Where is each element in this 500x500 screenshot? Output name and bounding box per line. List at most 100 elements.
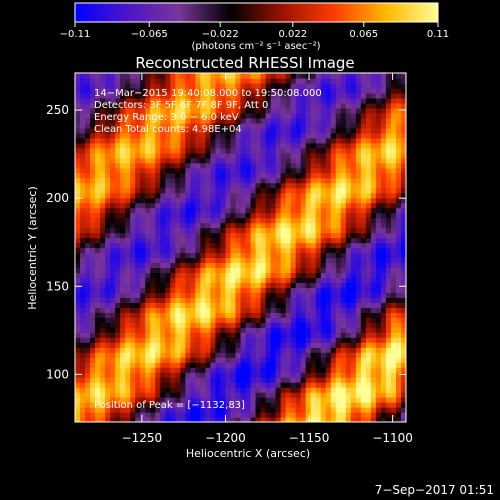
heatmap-cell bbox=[95, 342, 101, 348]
heatmap-cell bbox=[280, 362, 287, 368]
heatmap-cell bbox=[95, 347, 101, 353]
heatmap-cell bbox=[335, 407, 342, 413]
heatmap-cell bbox=[240, 397, 247, 403]
heatmap-cell bbox=[210, 322, 217, 328]
heatmap-cell bbox=[140, 387, 146, 393]
heatmap-cell bbox=[165, 367, 171, 373]
heatmap-cell bbox=[150, 192, 156, 199]
heatmap-cell bbox=[400, 312, 406, 318]
heatmap-cell bbox=[200, 232, 206, 239]
heatmap-cell bbox=[155, 102, 161, 109]
heatmap-cell bbox=[210, 247, 217, 254]
heatmap-cell bbox=[185, 202, 191, 209]
heatmap-cell bbox=[75, 257, 81, 264]
heatmap-cell bbox=[350, 272, 357, 279]
heatmap-cell bbox=[305, 217, 312, 224]
heatmap-cell bbox=[100, 242, 106, 249]
heatmap-cell bbox=[360, 197, 367, 204]
heatmap-cell bbox=[390, 132, 397, 139]
heatmap-cell bbox=[210, 137, 217, 144]
heatmap-cell bbox=[310, 112, 317, 119]
heatmap-cell bbox=[190, 322, 196, 328]
heatmap-cell bbox=[305, 397, 312, 403]
heatmap-cell bbox=[280, 242, 287, 249]
heatmap-cell bbox=[210, 302, 217, 308]
heatmap-cell bbox=[305, 127, 312, 134]
heatmap-cell bbox=[315, 262, 322, 269]
heatmap-cell bbox=[160, 347, 166, 353]
heatmap-cell bbox=[140, 237, 146, 244]
heatmap-cell bbox=[295, 407, 302, 413]
heatmap-cell bbox=[285, 82, 292, 89]
heatmap-cell bbox=[85, 87, 91, 94]
heatmap-cell bbox=[365, 212, 372, 219]
heatmap-cell bbox=[110, 382, 116, 388]
heatmap-cell bbox=[100, 112, 106, 119]
heatmap-cell bbox=[265, 232, 272, 239]
heatmap-cell bbox=[90, 242, 96, 249]
heatmap-cell bbox=[250, 352, 257, 358]
heatmap-cell bbox=[380, 282, 387, 288]
heatmap-cell bbox=[250, 117, 257, 124]
heatmap-cell bbox=[125, 312, 131, 318]
heatmap-cell bbox=[400, 417, 406, 422]
heatmap-cell bbox=[325, 367, 332, 373]
heatmap-cell bbox=[90, 217, 96, 224]
heatmap-cell bbox=[235, 202, 242, 209]
heatmap-cell bbox=[120, 167, 126, 174]
heatmap-cell bbox=[385, 102, 392, 109]
heatmap-cell bbox=[255, 152, 262, 159]
heatmap-cell bbox=[165, 82, 171, 89]
heatmap-cell bbox=[165, 382, 171, 388]
heatmap-cell bbox=[365, 87, 372, 94]
heatmap-cell bbox=[110, 252, 116, 259]
heatmap-cell bbox=[400, 182, 406, 189]
heatmap-cell bbox=[240, 272, 247, 279]
heatmap-cell bbox=[350, 317, 357, 323]
heatmap-cell bbox=[395, 147, 402, 154]
heatmap-cell bbox=[250, 87, 257, 94]
heatmap-cell bbox=[220, 312, 227, 318]
heatmap-cell bbox=[330, 407, 337, 413]
heatmap-cell bbox=[390, 202, 397, 209]
heatmap-cell bbox=[260, 182, 267, 189]
heatmap-cell bbox=[335, 77, 342, 84]
heatmap-cell bbox=[190, 87, 196, 94]
heatmap-cell bbox=[220, 282, 227, 288]
heatmap-cell bbox=[185, 157, 191, 164]
heatmap-cell bbox=[140, 212, 146, 219]
heatmap-cell bbox=[320, 322, 327, 328]
heatmap-cell bbox=[365, 352, 372, 358]
heatmap-cell bbox=[355, 197, 362, 204]
heatmap-cell bbox=[225, 297, 232, 303]
heatmap-cell bbox=[220, 102, 227, 109]
heatmap-cell bbox=[80, 272, 86, 279]
heatmap-cell bbox=[135, 392, 141, 398]
heatmap-cell bbox=[235, 117, 242, 124]
heatmap-cell bbox=[255, 297, 262, 303]
heatmap-cell bbox=[295, 167, 302, 174]
heatmap-cell bbox=[265, 187, 272, 194]
heatmap-cell bbox=[230, 292, 237, 298]
heatmap-cell bbox=[390, 192, 397, 199]
heatmap-cell bbox=[300, 412, 307, 418]
heatmap-cell bbox=[110, 307, 116, 313]
heatmap-cell bbox=[285, 342, 292, 348]
heatmap-cell bbox=[220, 412, 227, 418]
heatmap-cell bbox=[165, 277, 171, 283]
heatmap-cell bbox=[115, 192, 121, 199]
heatmap-cell bbox=[195, 182, 201, 189]
heatmap-cell bbox=[315, 367, 322, 373]
heatmap-cell bbox=[320, 402, 327, 408]
heatmap-cell bbox=[265, 192, 272, 199]
heatmap-cell bbox=[245, 262, 252, 269]
heatmap-cell bbox=[235, 107, 242, 114]
heatmap-cell bbox=[185, 392, 191, 398]
heatmap-cell bbox=[225, 332, 232, 338]
heatmap-cell bbox=[260, 252, 267, 259]
heatmap-cell bbox=[285, 92, 292, 99]
heatmap-cell bbox=[230, 167, 237, 174]
heatmap-cell bbox=[255, 277, 262, 283]
heatmap-cell bbox=[215, 177, 222, 184]
heatmap-cell bbox=[85, 77, 91, 84]
